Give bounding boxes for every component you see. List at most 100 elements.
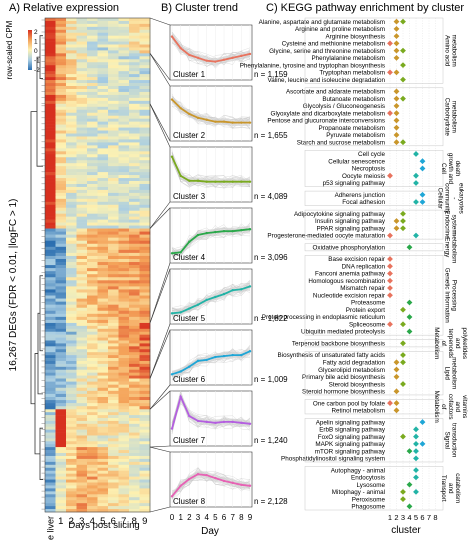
heatmap-cell (76, 400, 88, 404)
heatmap-cell (87, 375, 98, 379)
heatmap-x-label-day: 5 (100, 516, 105, 527)
heatmap-cell (97, 298, 109, 302)
heatmap-cell (76, 243, 88, 248)
heatmap-cell (118, 461, 130, 466)
kegg-group-label: Cell (440, 163, 447, 174)
heatmap-cell (45, 68, 56, 72)
heatmap-cell (66, 316, 77, 321)
heatmap-cell (45, 277, 56, 281)
heatmap-cell (118, 369, 130, 373)
heatmap-cell (129, 195, 140, 200)
heatmap-cell (139, 186, 151, 191)
heatmap-cell (76, 26, 88, 31)
heatmap-cell (76, 426, 88, 430)
kegg-group-label: cofactors (447, 394, 454, 420)
kegg-enrichment-marker (393, 54, 400, 61)
heatmap-cell (87, 298, 98, 302)
trend-cluster-n: n = 2,128 (254, 497, 288, 506)
kegg-enrichment-marker (406, 481, 413, 488)
heatmap-cell (129, 234, 140, 238)
heatmap-cell (76, 328, 88, 333)
heatmap-cell (66, 310, 77, 315)
heatmap-cell (139, 154, 151, 158)
heatmap-cell (108, 506, 119, 510)
heatmap-cell (97, 271, 109, 275)
kegg-group-frame (304, 399, 444, 415)
heatmap-cell (76, 488, 88, 492)
trend-point (222, 354, 226, 358)
heatmap-cell (66, 172, 77, 176)
heatmap-cell (45, 412, 56, 416)
heatmap-cell (129, 384, 140, 389)
heatmap-cell (45, 41, 56, 45)
heatmap-cell (118, 91, 130, 96)
heatmap-cell (108, 172, 119, 176)
heatmap-cell (108, 139, 119, 143)
heatmap-cell (118, 178, 130, 182)
heatmap-cell (139, 271, 151, 275)
heatmap-cell (118, 160, 130, 164)
kegg-enrichment-marker (387, 285, 393, 291)
heatmap-cell (76, 175, 88, 179)
heatmap-cell (55, 133, 67, 137)
heatmap-cell (129, 216, 140, 220)
trend-point (248, 180, 252, 183)
heatmap-cell (55, 458, 67, 463)
heatmap-cell (66, 506, 77, 510)
heatmap-cell (76, 310, 88, 315)
heatmap-cell (76, 91, 88, 96)
heatmap-cell (87, 130, 98, 134)
kegg-group-label: terpenoids (447, 329, 454, 358)
heatmap-cell (55, 124, 67, 128)
heatmap-cell (55, 103, 67, 108)
trend-point (179, 46, 182, 50)
heatmap-cell (45, 213, 56, 217)
heatmap-cell (76, 246, 88, 251)
kegg-group-label: Cellular (437, 188, 444, 209)
dendrogram-branch (30, 111, 37, 405)
heatmap-cell (97, 387, 109, 392)
kegg-enrichment-marker (393, 373, 400, 380)
heatmap-cell (55, 476, 67, 480)
kegg-group-label: system (451, 215, 458, 235)
kegg-pathway-label: Primary bile acid biosynthesis (302, 374, 385, 381)
heatmap-cell (76, 423, 88, 428)
heatmap-cell (108, 262, 119, 266)
heatmap-cell (87, 322, 98, 327)
heatmap-cell (97, 313, 109, 318)
heatmap-cell (66, 274, 77, 278)
kegg-group-label: Lipid (444, 367, 451, 381)
heatmap-cell (76, 409, 88, 413)
heatmap-cell (45, 393, 56, 398)
kegg-group-label: Endocrine (444, 210, 451, 239)
heatmap-cell (139, 20, 151, 25)
heatmap-cell (97, 77, 109, 81)
heatmap-cell (97, 283, 109, 287)
heatmap-cell (118, 277, 130, 281)
kegg-pathway-label: Retinol metabolism (331, 408, 385, 415)
heatmap-cell (66, 26, 77, 31)
heatmap-cell (129, 485, 140, 489)
heatmap-cell (139, 240, 151, 245)
heatmap-cell (45, 80, 56, 84)
heatmap-cell (97, 219, 109, 223)
trend-point (196, 419, 200, 423)
heatmap-cell (97, 44, 109, 48)
kegg-enrichment-marker (419, 199, 426, 205)
trend-point (214, 476, 217, 480)
heatmap-cell (87, 53, 98, 57)
heatmap-cell (118, 175, 130, 179)
heatmap-cell (76, 255, 88, 260)
heatmap-cell (108, 163, 119, 167)
heatmap-cell (118, 145, 130, 149)
trend-point (240, 353, 243, 357)
heatmap-cell (66, 198, 77, 203)
heatmap-cell (45, 201, 56, 206)
heatmap-cell (76, 286, 88, 290)
heatmap-cell (45, 325, 56, 330)
heatmap-cell (118, 464, 130, 469)
heatmap-cell (87, 59, 98, 63)
heatmap-cell (66, 298, 77, 302)
heatmap-cell (97, 435, 109, 439)
heatmap-cell (55, 289, 67, 293)
